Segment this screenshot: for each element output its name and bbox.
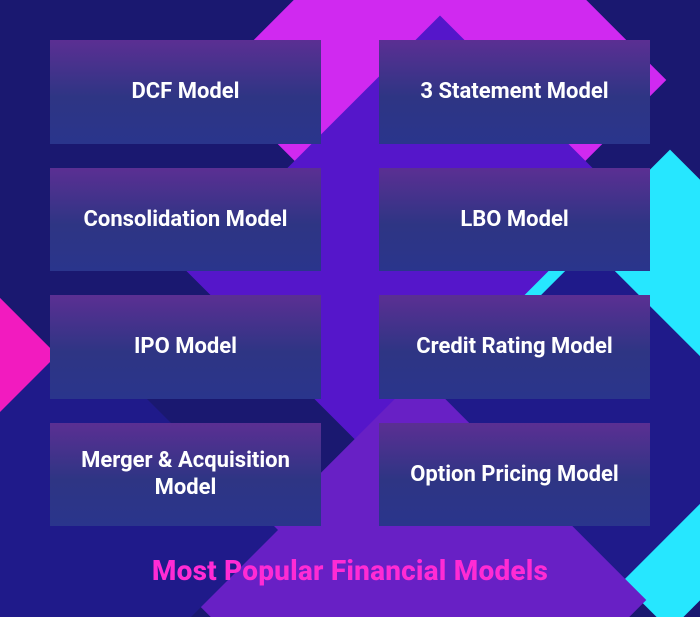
model-card-merger-acquisition: Merger & Acquisition Model — [50, 423, 321, 527]
model-card-consolidation: Consolidation Model — [50, 168, 321, 272]
model-card-dcf: DCF Model — [50, 40, 321, 144]
content-area: DCF Model 3 Statement Model Consolidatio… — [0, 0, 700, 617]
model-card-label: IPO Model — [134, 333, 237, 361]
model-card-credit-rating: Credit Rating Model — [379, 295, 650, 399]
model-card-label: DCF Model — [131, 78, 239, 106]
model-card-label: Consolidation Model — [84, 206, 288, 234]
model-card-option-pricing: Option Pricing Model — [379, 423, 650, 527]
model-card-label: Merger & Acquisition Model — [68, 447, 303, 502]
model-card-label: Credit Rating Model — [416, 333, 613, 361]
model-card-ipo: IPO Model — [50, 295, 321, 399]
infographic-canvas: DCF Model 3 Statement Model Consolidatio… — [0, 0, 700, 617]
title-container: Most Popular Financial Models — [50, 554, 650, 587]
model-card-label: 3 Statement Model — [420, 78, 608, 106]
model-card-label: Option Pricing Model — [410, 461, 619, 489]
model-card-label: LBO Model — [460, 206, 568, 234]
infographic-title: Most Popular Financial Models — [50, 554, 650, 587]
model-card-lbo: LBO Model — [379, 168, 650, 272]
models-grid: DCF Model 3 Statement Model Consolidatio… — [50, 40, 650, 526]
model-card-3-statement: 3 Statement Model — [379, 40, 650, 144]
